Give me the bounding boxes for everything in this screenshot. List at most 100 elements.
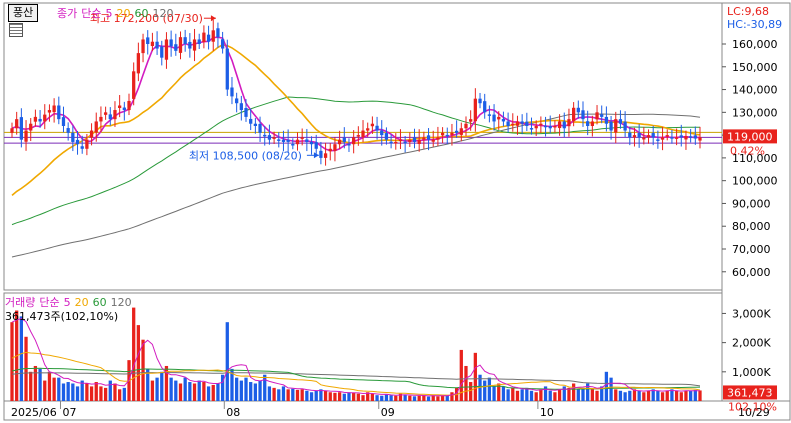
volume-bar	[501, 386, 506, 401]
candle-body	[211, 30, 215, 42]
volume-bar	[515, 390, 520, 401]
volume-current-label: 361,473주(102,10%)	[5, 310, 119, 323]
price-tick-label: 160,000	[732, 38, 778, 51]
candle-body	[515, 121, 520, 126]
volume-bar	[333, 392, 337, 401]
candle-body	[263, 134, 267, 137]
candle-body	[398, 139, 403, 142]
candle-body	[646, 135, 651, 138]
candle-body	[253, 123, 258, 126]
candle-body	[618, 119, 623, 124]
volume-bar	[122, 387, 126, 401]
candle-body	[543, 125, 548, 128]
candle-body	[127, 100, 131, 111]
candle-body	[511, 123, 515, 126]
volume-bar	[113, 383, 117, 401]
candle-body	[623, 121, 627, 131]
candle-body	[412, 137, 417, 142]
change-percent-label: 0.42%	[730, 144, 765, 157]
volume-bar	[459, 349, 463, 401]
volume-bar	[225, 322, 229, 401]
volume-bar	[164, 365, 169, 401]
candle-body	[57, 105, 61, 120]
volume-bar	[160, 371, 164, 401]
volume-bar	[571, 383, 576, 401]
price-tick-label: 100,000	[732, 175, 778, 188]
candle-body	[323, 153, 328, 158]
candle-body	[24, 130, 28, 142]
price-legend-p20: 20	[116, 7, 131, 20]
volume-bar	[52, 377, 56, 401]
volume-bar	[235, 377, 239, 401]
candle-body	[384, 133, 389, 140]
candle-body	[529, 128, 534, 130]
max-price-annotation: 최고 172,200 (07/30)	[90, 12, 203, 25]
volume-bar	[75, 386, 80, 401]
volume-bar	[206, 386, 211, 401]
candle-body	[155, 41, 159, 49]
volume-bar	[33, 365, 38, 401]
candle-body	[300, 137, 304, 139]
volume-ma120-line	[11, 372, 701, 387]
calculator-icon[interactable]	[9, 23, 23, 37]
candle-body	[38, 118, 42, 122]
candle-body	[670, 137, 674, 139]
candle-body	[567, 119, 571, 127]
candle-body	[487, 114, 492, 116]
volume-bar	[352, 392, 356, 401]
candle-body	[235, 98, 239, 104]
time-tick-label: 10/29	[738, 406, 770, 419]
volume-bar	[412, 396, 417, 401]
candle-body	[197, 39, 201, 44]
volume-bar	[80, 380, 84, 401]
candle-body	[141, 39, 145, 54]
volume-bar	[684, 390, 688, 401]
volume-bar	[118, 389, 122, 401]
volume-bar	[408, 395, 412, 401]
candle-body	[328, 148, 332, 152]
volume-legend-p20: 20	[74, 296, 89, 309]
volume-bar	[394, 395, 398, 401]
volume-bar	[216, 383, 220, 401]
price-ma-legend: 종가 단순 5 20 60 120	[57, 5, 178, 21]
candle-body	[581, 110, 585, 120]
candle-body	[473, 98, 477, 122]
volume-bar	[614, 389, 618, 401]
ticker-label[interactable]: 풍산	[8, 4, 39, 22]
min-price-annotation: 최저 108,500 (08/20)	[189, 149, 302, 162]
candle-body	[160, 46, 164, 58]
ma5-line	[11, 36, 700, 152]
candle-body	[426, 135, 431, 140]
candle-body	[19, 117, 23, 140]
volume-bar	[511, 387, 515, 401]
volume-bar	[155, 377, 159, 401]
volume-bar	[389, 395, 393, 401]
volume-bar	[94, 382, 98, 401]
time-tick-label: 10	[540, 406, 554, 419]
volume-bar	[314, 390, 318, 401]
candle-body	[61, 117, 66, 126]
volume-legend-method: 단순	[39, 296, 60, 309]
volume-bar	[356, 393, 360, 401]
candle-body	[122, 107, 126, 111]
candle-body	[10, 128, 14, 133]
candle-body	[33, 116, 38, 122]
ma60-line	[11, 96, 701, 226]
candle-body	[698, 137, 702, 141]
volume-bar	[464, 365, 468, 401]
volume-bar	[295, 389, 300, 401]
volume-bar	[440, 395, 445, 401]
volume-bar	[146, 368, 150, 401]
candle-body	[595, 112, 599, 120]
volume-bar	[469, 382, 473, 401]
candle-body	[417, 139, 421, 144]
volume-bar	[609, 377, 613, 401]
candle-body	[614, 119, 618, 133]
candle-body	[295, 139, 300, 145]
volume-bar	[286, 389, 290, 401]
volume-bar	[281, 386, 286, 401]
volume-bar	[693, 389, 697, 401]
volume-bar	[323, 390, 328, 401]
candle-body	[422, 137, 426, 140]
candle-body	[408, 139, 412, 142]
